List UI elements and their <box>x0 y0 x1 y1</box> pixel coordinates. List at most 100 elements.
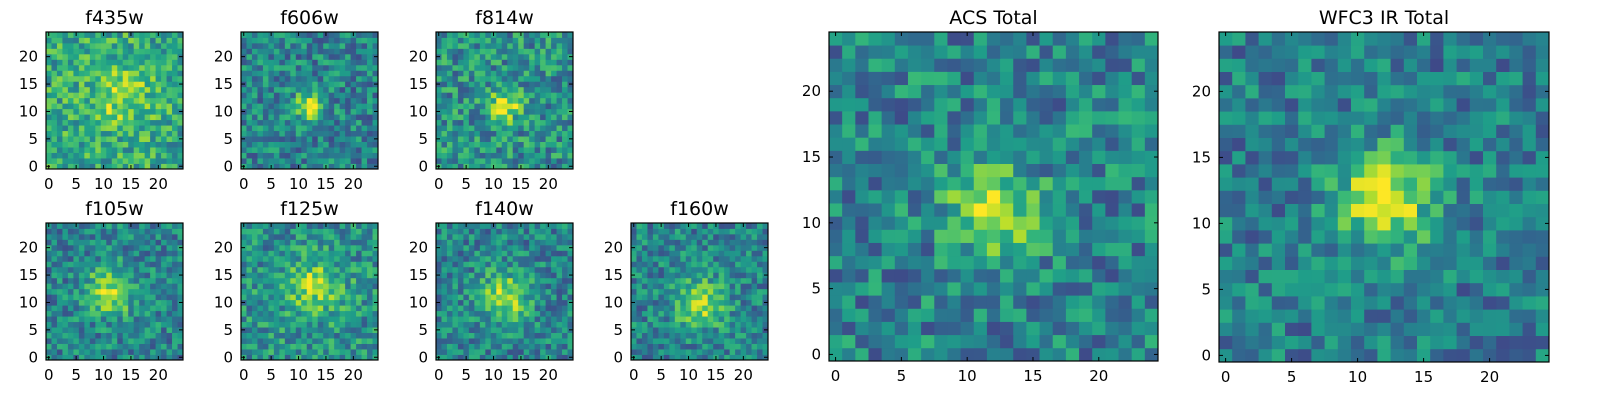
heatmap-cell <box>480 289 486 295</box>
heatmap-cell <box>713 311 719 317</box>
heatmap-cell <box>513 120 519 126</box>
heatmap-cell <box>485 272 491 278</box>
heatmap-cell <box>518 300 524 306</box>
heatmap-cell <box>290 344 296 350</box>
heatmap-cell <box>480 228 486 234</box>
heatmap-cell <box>697 256 703 262</box>
heatmap-cell <box>513 234 519 240</box>
heatmap-cell <box>447 289 453 295</box>
heatmap-cell <box>724 228 730 234</box>
heatmap-cell <box>329 239 335 245</box>
heatmap-cell <box>167 59 173 65</box>
heatmap-cell <box>139 136 145 142</box>
heatmap-cell <box>474 125 480 131</box>
heatmap-cell <box>79 81 85 87</box>
heatmap-cell <box>702 333 708 339</box>
heatmap-cell <box>746 272 752 278</box>
heatmap-cell <box>334 158 340 164</box>
heatmap-cell <box>296 283 302 289</box>
heatmap-cell <box>658 278 664 284</box>
heatmap-cell <box>73 300 79 306</box>
heatmap-cell <box>257 65 263 71</box>
heatmap-cell <box>290 245 296 251</box>
heatmap-cell <box>62 245 68 251</box>
heatmap-cell <box>139 316 145 322</box>
heatmap-cell <box>636 349 642 355</box>
y-tick-label: 15 <box>409 266 428 284</box>
heatmap-cell <box>334 103 340 109</box>
heatmap-cell <box>636 333 642 339</box>
heatmap-cell <box>340 322 346 328</box>
heatmap-cell <box>279 261 285 267</box>
heatmap-cell <box>345 256 351 262</box>
heatmap-cell <box>112 109 118 115</box>
heatmap-cell <box>172 344 178 350</box>
heatmap-cell <box>95 294 101 300</box>
heatmap-cell <box>345 136 351 142</box>
heatmap-cell <box>691 327 697 333</box>
heatmap-cell <box>746 223 752 229</box>
heatmap-cell <box>134 289 140 295</box>
heatmap-cell <box>507 305 513 311</box>
heatmap-cell <box>161 322 167 328</box>
heatmap-cell <box>73 338 79 344</box>
heatmap-cell <box>150 43 156 49</box>
heatmap-cell <box>285 92 291 98</box>
heatmap-cell <box>57 92 63 98</box>
heatmap-cell <box>106 239 112 245</box>
heatmap-cell <box>513 70 519 76</box>
heatmap-cell <box>529 98 535 104</box>
heatmap-cell <box>908 190 922 204</box>
heatmap-cell <box>84 322 90 328</box>
heatmap-cell <box>502 289 508 295</box>
heatmap-cell <box>447 245 453 251</box>
heatmap-cell <box>252 125 258 131</box>
heatmap-cell <box>691 272 697 278</box>
heatmap-cell <box>513 228 519 234</box>
x-tick-label: 20 <box>734 366 753 384</box>
heatmap-cell <box>507 228 513 234</box>
heatmap-cell <box>46 289 52 295</box>
heatmap-cell <box>161 333 167 339</box>
heatmap-cell <box>1132 282 1146 296</box>
heatmap-cell <box>57 333 63 339</box>
heatmap-cell <box>167 76 173 82</box>
heatmap-cell <box>90 120 96 126</box>
heatmap-cell <box>167 54 173 60</box>
heatmap-cell <box>447 283 453 289</box>
heatmap-cell <box>46 142 52 148</box>
heatmap-cell <box>524 87 530 93</box>
heatmap-cell <box>101 59 107 65</box>
heatmap-cell <box>518 153 524 159</box>
heatmap-cell <box>653 338 659 344</box>
heatmap-cell <box>161 120 167 126</box>
heatmap-cell <box>268 344 274 350</box>
heatmap-cell <box>447 223 453 229</box>
heatmap-cell <box>139 92 145 98</box>
heatmap-cell <box>161 278 167 284</box>
heatmap-cell <box>268 59 274 65</box>
heatmap-cell <box>156 142 162 148</box>
heatmap-cell <box>106 81 112 87</box>
heatmap-cell <box>485 32 491 38</box>
heatmap-cell <box>529 278 535 284</box>
heatmap-cell <box>356 43 362 49</box>
heatmap-cell <box>664 239 670 245</box>
heatmap-cell <box>480 272 486 278</box>
heatmap-cell <box>502 136 508 142</box>
heatmap-cell <box>79 223 85 229</box>
heatmap-cell <box>257 43 263 49</box>
heatmap-cell <box>84 338 90 344</box>
heatmap-cell <box>724 283 730 289</box>
heatmap-cell <box>469 261 475 267</box>
heatmap-cell <box>551 59 557 65</box>
heatmap-cell <box>480 142 486 148</box>
heatmap-cell <box>546 327 552 333</box>
heatmap-cell <box>458 131 464 137</box>
heatmap-cell <box>947 335 961 349</box>
heatmap-cell <box>312 32 318 38</box>
heatmap-cell <box>307 48 313 54</box>
heatmap-cell <box>106 48 112 54</box>
heatmap-cell <box>631 338 637 344</box>
heatmap-cell <box>855 243 869 257</box>
